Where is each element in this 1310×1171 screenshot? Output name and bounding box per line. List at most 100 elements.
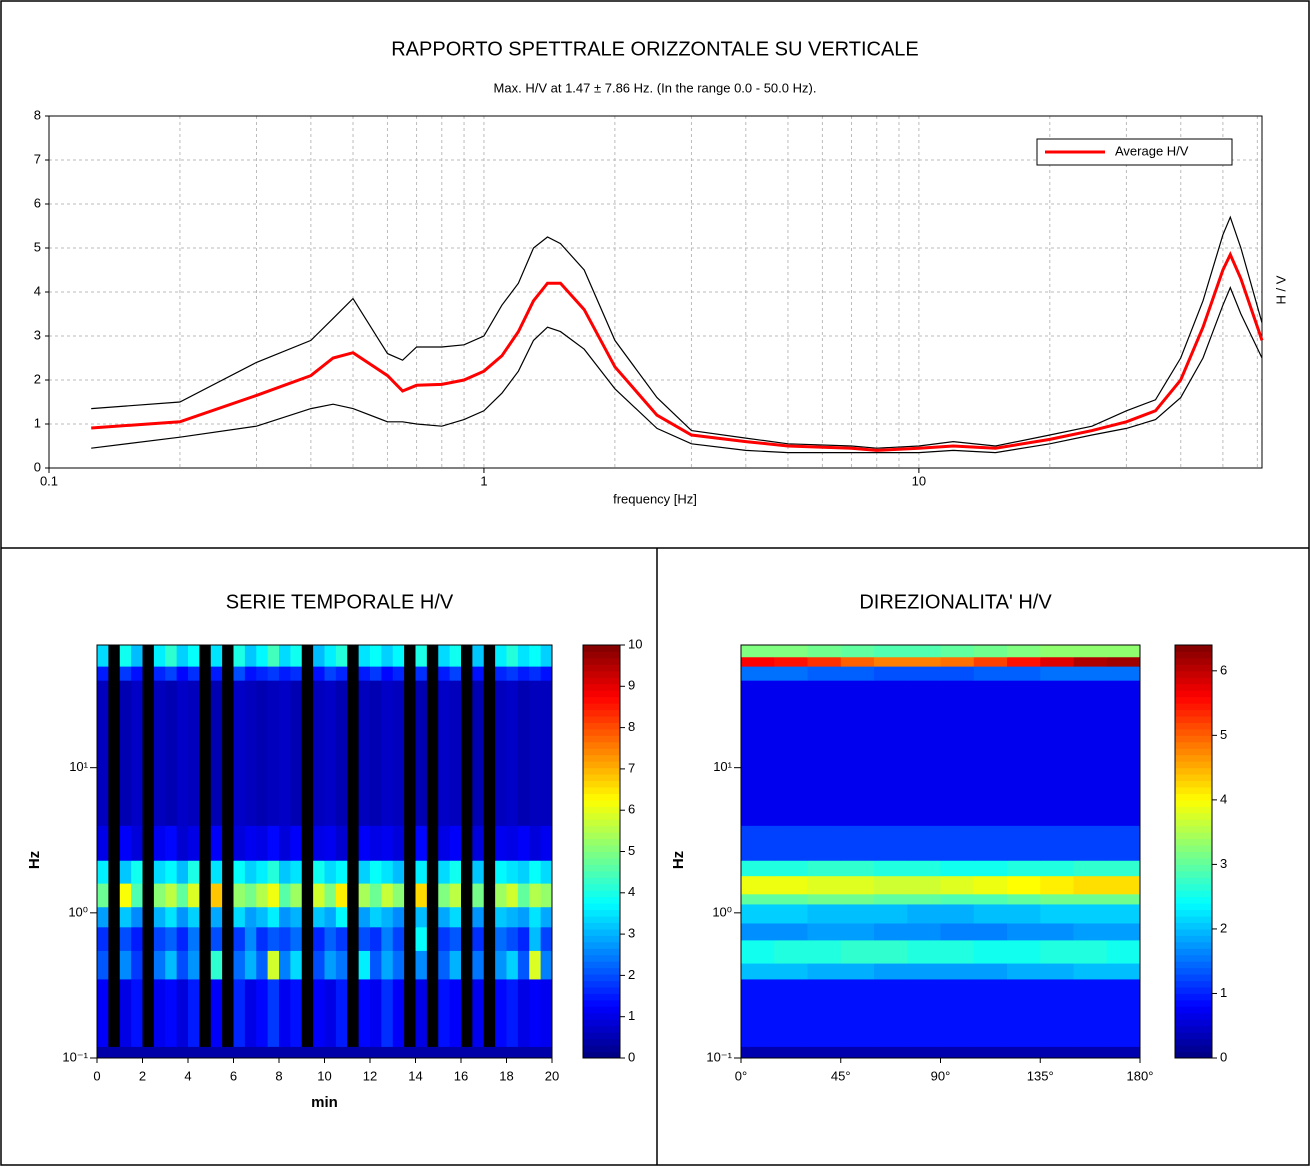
heat-cell	[774, 963, 808, 980]
heat-cell	[119, 645, 132, 667]
colorbar-step	[583, 967, 620, 975]
heat-cell	[461, 1046, 473, 1059]
missing-window	[142, 666, 155, 681]
heat-cell	[290, 926, 303, 951]
heat-cell	[131, 645, 143, 667]
heat-cell	[840, 645, 875, 658]
heat-cell	[472, 979, 485, 1047]
heat-cell	[449, 680, 462, 826]
heat-cell	[392, 950, 405, 980]
heat-cell	[267, 645, 280, 667]
heat-cell	[392, 979, 405, 1047]
heat-cell	[807, 875, 842, 895]
heat-cell	[131, 906, 143, 928]
x-tick-label: 135°	[1027, 1068, 1054, 1083]
colorbar-step	[583, 825, 620, 833]
missing-window	[301, 825, 314, 861]
heat-cell	[324, 883, 337, 908]
colorbar-step	[1175, 1019, 1212, 1027]
heat-cell	[449, 926, 462, 951]
heat-cell	[438, 979, 451, 1047]
colorbar-step	[583, 832, 620, 840]
missing-window	[426, 883, 439, 908]
colorbar-step	[583, 877, 620, 885]
x-tick-label: 18	[499, 1068, 513, 1083]
chart-title: DIREZIONALITA' H/V	[859, 591, 1052, 613]
missing-window	[461, 883, 473, 908]
colorbar-label: 2	[1220, 920, 1227, 935]
heat-cell	[1073, 875, 1108, 895]
heat-cell	[426, 1046, 439, 1059]
missing-window	[199, 906, 212, 928]
colorbar-step	[583, 954, 620, 962]
heat-cell	[973, 979, 1008, 1047]
heat-cell	[774, 940, 808, 964]
heat-cell	[279, 883, 291, 908]
heat-cell	[449, 1046, 462, 1059]
missing-window	[461, 950, 473, 980]
heat-cell	[97, 1046, 109, 1059]
heat-cell	[540, 979, 553, 1047]
heat-cell	[119, 666, 132, 681]
colorbar-label: 10	[628, 636, 642, 651]
heat-cell	[313, 979, 325, 1047]
colorbar-step	[1175, 645, 1212, 652]
colorbar-step	[1175, 845, 1212, 852]
heat-cell	[741, 963, 775, 980]
heat-cell	[495, 645, 507, 667]
heat-cell	[392, 883, 405, 908]
missing-window	[426, 950, 439, 980]
heat-cell	[540, 666, 553, 681]
heat-cell	[244, 666, 257, 681]
colorbar-step	[583, 774, 620, 782]
heat-cell	[210, 979, 223, 1047]
colorbar-label: 5	[1220, 727, 1227, 742]
heat-cell	[290, 883, 303, 908]
heat-cell	[495, 950, 507, 980]
missing-window	[108, 666, 121, 681]
heat-cell	[1073, 656, 1108, 667]
heat-cell	[438, 950, 451, 980]
y-tick-label: 10⁰	[68, 904, 88, 919]
missing-window	[108, 680, 121, 826]
heat-cell	[97, 825, 109, 861]
heat-cell	[290, 645, 303, 667]
colorbar-step	[1175, 903, 1212, 911]
colorbar-step	[583, 870, 620, 878]
missing-window	[199, 860, 212, 884]
colorbar-step	[583, 1045, 620, 1053]
colorbar-step	[583, 922, 620, 930]
heat-cell	[973, 923, 1008, 941]
x-tick-label: 4	[184, 1068, 191, 1083]
heat-cell	[495, 825, 507, 861]
heat-cell	[176, 825, 189, 861]
colorbar-step	[583, 819, 620, 827]
chart-subtitle: Max. H/V at 1.47 ± 7.86 Hz. (In the rang…	[494, 80, 817, 95]
colorbar-step	[1175, 1025, 1212, 1033]
missing-window	[404, 666, 416, 681]
heat-cell	[415, 906, 428, 928]
colorbar-step	[1175, 974, 1212, 982]
heat-cell	[840, 904, 875, 924]
heat-cell	[244, 950, 257, 980]
heat-cell	[335, 926, 348, 951]
colorbar-step	[583, 980, 620, 988]
heat-cell	[907, 680, 941, 826]
colorbar-step	[1175, 838, 1212, 846]
missing-window	[483, 950, 496, 980]
heat-cell	[907, 825, 941, 861]
heat-cell	[529, 666, 542, 681]
colorbar-step	[1175, 1012, 1212, 1020]
heat-cell	[244, 883, 257, 908]
chart-title: SERIE TEMPORALE H/V	[226, 591, 454, 613]
heat-cell	[381, 979, 394, 1047]
heat-cell	[874, 680, 908, 826]
heat-cell	[483, 1046, 496, 1059]
missing-window	[301, 979, 314, 1047]
heat-cell	[907, 666, 941, 681]
heat-cell	[874, 860, 908, 877]
heat-cell	[807, 666, 842, 681]
heat-cell	[370, 860, 382, 884]
heat-cell	[381, 645, 394, 667]
